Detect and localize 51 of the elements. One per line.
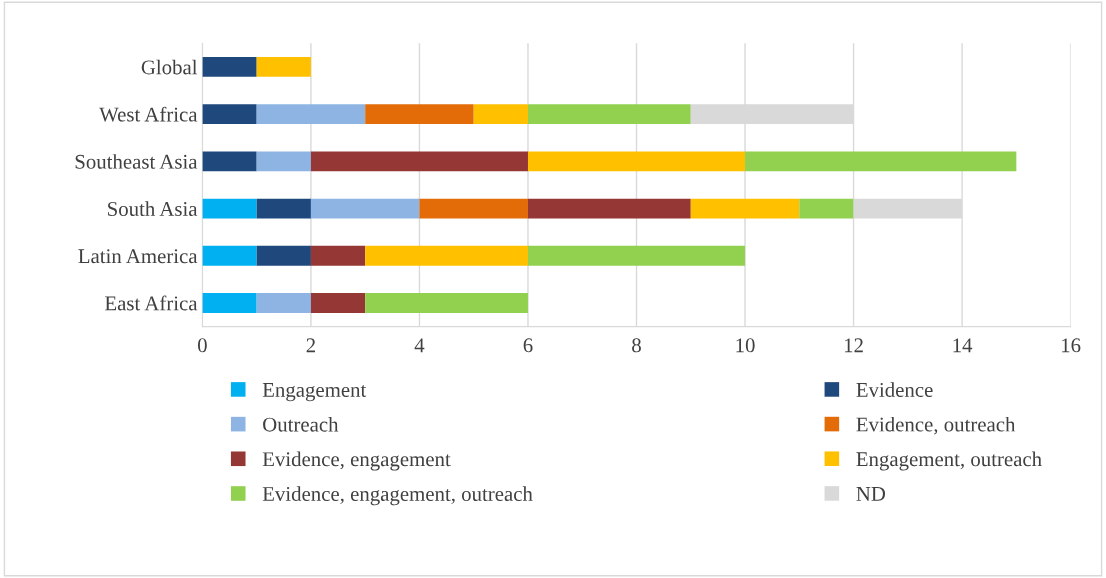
bar	[202, 57, 257, 77]
bar	[256, 104, 366, 125]
legend-label: Evidence, engagement, outreach	[262, 486, 533, 506]
x-tick-label: 16	[1062, 338, 1081, 353]
bar	[527, 151, 746, 172]
bar	[310, 245, 366, 266]
bar	[256, 293, 311, 313]
x-tick-label: 4	[414, 338, 425, 353]
bar	[690, 198, 800, 219]
bar	[310, 293, 366, 313]
y-tick-label: South Asia	[108, 201, 198, 216]
bar	[527, 104, 691, 125]
legend-label: Evidence, outreach	[856, 416, 1016, 435]
bar	[310, 198, 420, 219]
bar	[365, 104, 474, 125]
x-tick-label: 10	[736, 338, 755, 353]
bar	[202, 198, 257, 219]
bar	[256, 57, 311, 77]
x-tick-label: 6	[523, 338, 533, 353]
legend-label: Outreach	[263, 416, 339, 432]
x-tick-label: 8	[632, 338, 641, 353]
x-tick-label: 12	[844, 338, 863, 353]
legend-label: Engagement, outreach	[856, 451, 1042, 471]
bar	[745, 151, 1017, 172]
x-tick-label: 14	[953, 338, 973, 353]
bar	[527, 198, 691, 219]
legend-label: ND	[856, 487, 886, 501]
y-tick-label: Latin America	[78, 249, 198, 264]
x-tick-label: 0	[197, 338, 207, 353]
y-tick-label: East Africa	[105, 295, 198, 311]
bar	[256, 151, 311, 172]
y-tick-label: Global	[141, 59, 198, 75]
bar	[799, 198, 854, 219]
bar	[365, 293, 528, 313]
bar	[202, 245, 257, 266]
legend-label: Engagement	[262, 383, 367, 402]
legend-label: Evidence	[856, 382, 933, 397]
x-tick-label: 2	[306, 338, 315, 353]
y-tick-label: West Africa	[99, 106, 198, 122]
bar	[527, 245, 746, 266]
legend-label: Evidence, engagement	[262, 451, 451, 471]
bar	[473, 104, 528, 125]
bar	[202, 293, 257, 313]
bar	[419, 198, 528, 219]
y-tick-label: Southeast Asia	[75, 154, 198, 169]
bar	[202, 104, 257, 125]
bar	[310, 151, 528, 172]
bar	[256, 198, 311, 219]
bar	[202, 151, 257, 172]
bar	[256, 245, 311, 266]
bar	[365, 245, 528, 266]
